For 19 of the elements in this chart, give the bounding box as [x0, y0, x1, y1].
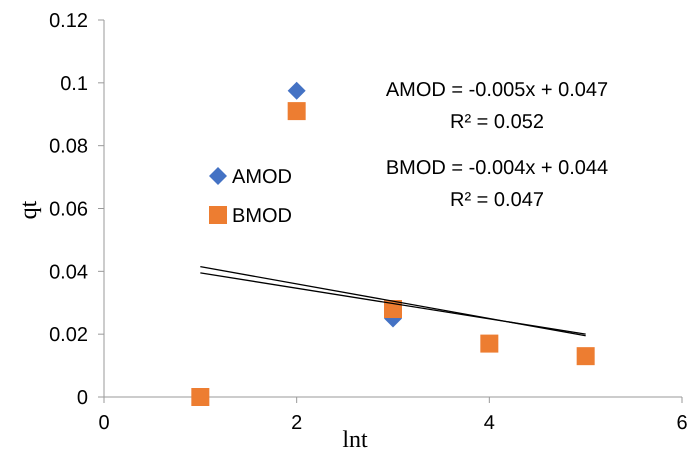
annotation: R² = 0.047 — [450, 189, 544, 211]
legend-label: AMOD — [232, 166, 292, 188]
x-axis-title: lnt — [342, 427, 368, 452]
y-axis-title: qt — [16, 200, 42, 220]
y-tick-label: 0.1 — [60, 72, 88, 95]
annotation: AMOD = -0.005x + 0.047 — [386, 79, 608, 101]
y-tick-label: 0.04 — [49, 261, 88, 284]
y-tick-label: 0.02 — [49, 324, 88, 346]
y-tick-label: 0 — [76, 387, 88, 409]
x-tick-label: 4 — [484, 412, 495, 434]
annotation: R² = 0.052 — [450, 111, 544, 133]
x-tick-label: 0 — [98, 412, 110, 434]
y-tick-label: 0.08 — [49, 136, 88, 158]
legend-label: BMOD — [232, 205, 292, 227]
x-tick-label: 2 — [291, 412, 302, 434]
y-tick-label: 0.06 — [49, 198, 88, 220]
annotation: BMOD = -0.004x + 0.044 — [386, 157, 608, 179]
x-tick-label: 6 — [676, 412, 688, 434]
y-tick-label: 0.12 — [49, 10, 88, 32]
